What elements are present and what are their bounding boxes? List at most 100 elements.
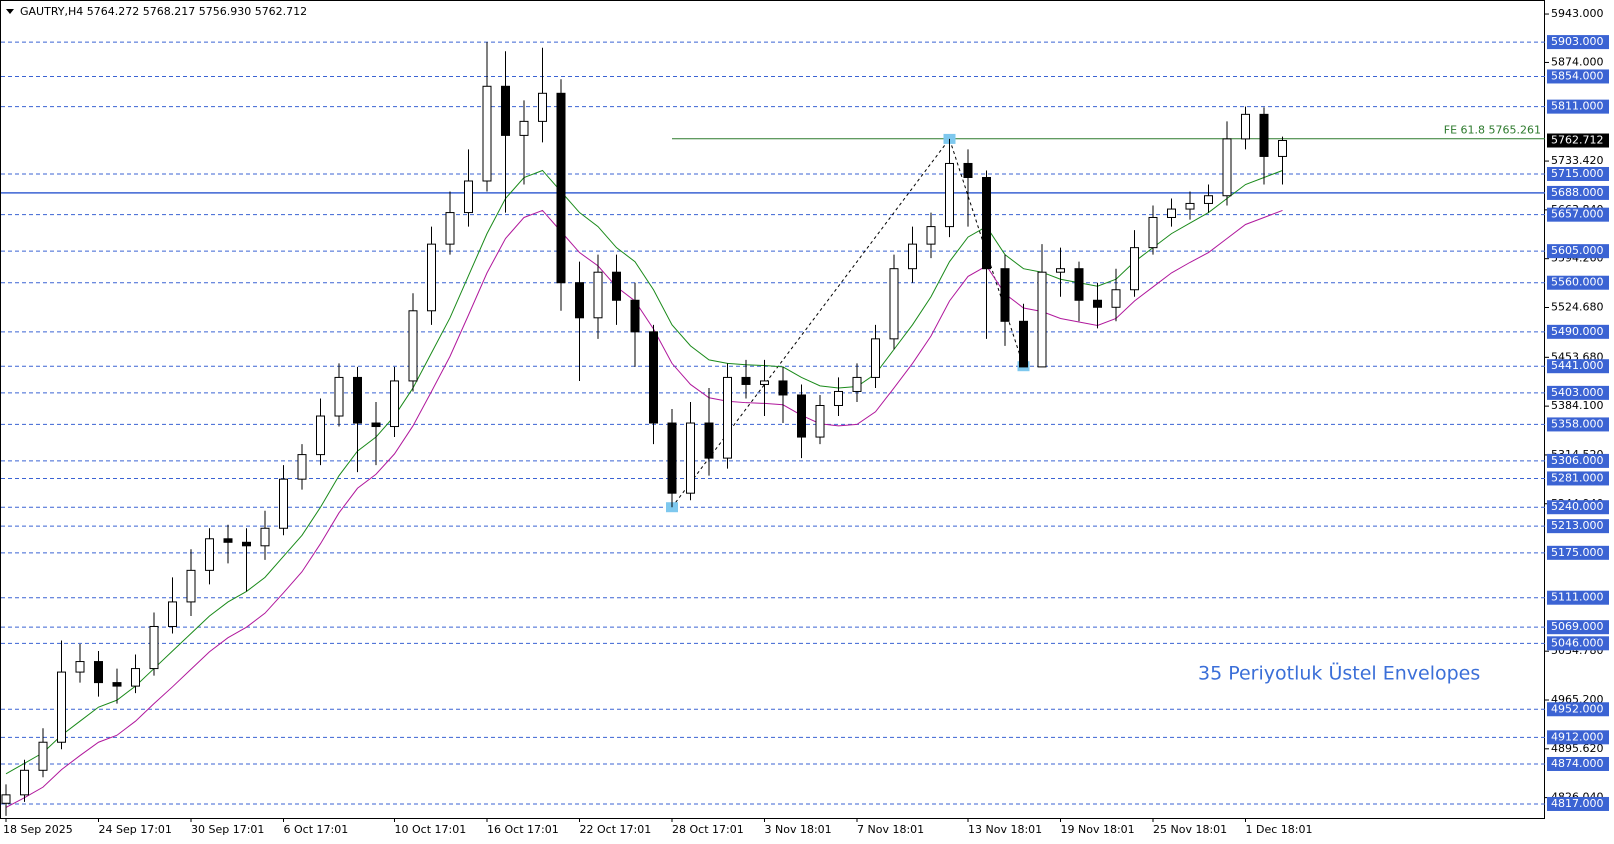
candle-body <box>982 176 991 270</box>
level-box <box>1547 453 1609 468</box>
candle-body <box>538 92 547 122</box>
level-label: 5306.000 <box>1551 454 1604 467</box>
candle-body <box>963 162 973 178</box>
plot-frame <box>0 0 1545 819</box>
level-box <box>1547 636 1609 651</box>
menu-arrow[interactable] <box>6 9 14 14</box>
x-tick-label: 28 Oct 17:01 <box>672 823 744 836</box>
level-box <box>1547 702 1609 717</box>
candle-body <box>1111 289 1121 308</box>
y-tick-label: 5943.000 <box>1551 7 1604 20</box>
candle-body <box>945 162 954 228</box>
candle-body <box>57 671 66 743</box>
candle-body <box>316 415 325 456</box>
candle-body <box>1037 271 1047 368</box>
candle-body <box>519 120 529 136</box>
x-tick-label: 18 Sep 2025 <box>3 823 73 836</box>
candle-body <box>1222 138 1232 197</box>
x-tick-label: 3 Nov 18:01 <box>765 823 832 836</box>
candle-body <box>1278 140 1287 157</box>
level-box <box>1547 244 1609 259</box>
level-label: 5046.000 <box>1551 636 1604 649</box>
candle-body <box>630 299 640 333</box>
candle-body <box>297 454 307 480</box>
candle-body <box>778 380 788 396</box>
level-box <box>1547 275 1609 290</box>
level-box <box>1547 166 1609 181</box>
candle-body <box>593 271 603 319</box>
level-box <box>1547 500 1609 515</box>
candle-body <box>112 682 122 687</box>
candle-body <box>908 243 917 270</box>
candle-body <box>279 478 288 529</box>
level-box <box>1547 756 1609 771</box>
level-label: 5715.000 <box>1551 167 1604 180</box>
level-box <box>1547 359 1609 374</box>
last-price-box <box>1547 133 1609 148</box>
candle-body <box>186 569 196 603</box>
level-label: 5111.000 <box>1551 591 1604 604</box>
envelope-line <box>5 209 1283 808</box>
y-tick-label: 5384.100 <box>1551 399 1604 412</box>
candle-body <box>334 376 344 417</box>
level-label: 5175.000 <box>1551 546 1604 559</box>
x-tick-label: 30 Sep 17:01 <box>191 823 264 836</box>
candle-body <box>1148 216 1158 249</box>
level-label: 5811.000 <box>1551 100 1604 113</box>
x-tick-label: 10 Oct 17:01 <box>395 823 467 836</box>
x-tick-label: 22 Oct 17:01 <box>580 823 652 836</box>
level-box <box>1547 35 1609 50</box>
candle-body <box>871 338 880 378</box>
level-box <box>1547 796 1609 811</box>
x-tick-label: 24 Sep 17:01 <box>99 823 172 836</box>
candle-body <box>149 625 159 670</box>
candle-body <box>686 422 695 494</box>
level-box <box>1547 590 1609 605</box>
candle-body <box>649 331 658 424</box>
level-box <box>1547 207 1609 222</box>
candle-body <box>427 243 436 312</box>
y-tick-label: 5874.000 <box>1551 55 1604 68</box>
candle-body <box>926 226 936 245</box>
last-price-label: 5762.712 <box>1551 134 1604 147</box>
x-tick-label: 25 Nov 18:01 <box>1153 823 1227 836</box>
candle-body <box>1056 268 1065 273</box>
chart-title: GAUTRY,H4 5764.272 5768.217 5756.930 576… <box>20 5 307 18</box>
candle-body <box>815 404 825 438</box>
candle-body <box>760 380 769 385</box>
candle-body <box>464 180 473 214</box>
level-label: 5441.000 <box>1551 359 1604 372</box>
fe-label: FE 61.8 5765.261 <box>1444 124 1541 137</box>
candle-body <box>260 527 270 547</box>
level-label: 4952.000 <box>1551 702 1604 715</box>
level-box <box>1547 730 1609 745</box>
level-label: 5240.000 <box>1551 500 1604 513</box>
level-box <box>1547 417 1609 432</box>
level-label: 5281.000 <box>1551 471 1604 484</box>
level-label: 5657.000 <box>1551 208 1604 221</box>
candle-body <box>834 390 843 406</box>
candle-body <box>723 376 732 459</box>
envelope-line <box>5 169 1283 775</box>
candle-body <box>1000 268 1010 322</box>
level-label: 4874.000 <box>1551 757 1604 770</box>
x-tick-label: 16 Oct 17:01 <box>487 823 559 836</box>
key-level-label: 5688.000 <box>1551 186 1604 199</box>
x-tick-label: 19 Nov 18:01 <box>1061 823 1135 836</box>
candle-body <box>1 794 11 804</box>
candle-body <box>482 85 492 182</box>
candle-body <box>20 769 29 796</box>
level-box <box>1547 519 1609 534</box>
candle-body <box>1259 113 1269 157</box>
candle-body <box>741 376 751 385</box>
x-tick-label: 6 Oct 17:01 <box>284 823 349 836</box>
x-tick-label: 1 Dec 18:01 <box>1246 823 1313 836</box>
candle-body <box>75 661 85 673</box>
level-label: 5490.000 <box>1551 325 1604 338</box>
candle-body <box>797 394 806 438</box>
level-label: 5069.000 <box>1551 620 1604 633</box>
candle-body <box>445 212 455 245</box>
candle-body <box>408 310 418 382</box>
